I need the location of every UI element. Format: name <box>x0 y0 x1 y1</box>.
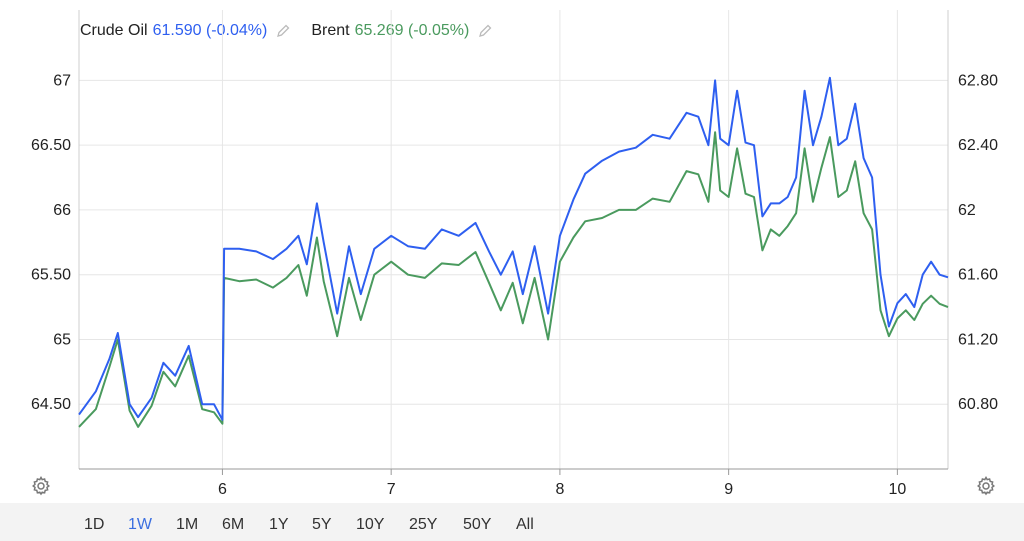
left-axis-settings-gear-icon[interactable] <box>31 475 51 496</box>
brent-series-line <box>78 131 949 428</box>
range-button-1m[interactable]: 1M <box>176 516 199 533</box>
series-lines <box>78 76 949 428</box>
legend-crude-value: 61.590 (-0.04%) <box>152 22 268 39</box>
right-axis-settings-gear-icon[interactable] <box>976 475 996 496</box>
y-left-tick-label: 65 <box>53 331 71 348</box>
y-right-tick-label: 61.20 <box>958 331 998 348</box>
legend-crude-name: Crude Oil <box>80 22 148 39</box>
range-button-25y[interactable]: 25Y <box>409 516 438 533</box>
x-tick-label: 7 <box>387 481 396 498</box>
range-button-1w[interactable]: 1W <box>128 516 152 533</box>
range-button-5y[interactable]: 5Y <box>312 516 332 533</box>
grid-lines <box>79 10 948 469</box>
range-button-50y[interactable]: 50Y <box>463 516 492 533</box>
crude-oil-series-line <box>78 76 949 421</box>
time-range-bar: 1D 1W 1M 6M 1Y 5Y 10Y 25Y 50Y All <box>0 503 1024 541</box>
legend-brent-value: 65.269 (-0.05%) <box>354 22 470 39</box>
range-button-all[interactable]: All <box>516 516 534 533</box>
y-left-tick-label: 64.50 <box>31 396 71 413</box>
x-tick-label: 8 <box>555 481 564 498</box>
y-right-tick-label: 62.80 <box>958 72 998 89</box>
range-button-10y[interactable]: 10Y <box>356 516 385 533</box>
x-tick-label: 9 <box>724 481 733 498</box>
x-tick-label: 10 <box>888 481 906 498</box>
range-button-1d[interactable]: 1D <box>84 516 105 533</box>
y-left-tick-label: 66.50 <box>31 137 71 154</box>
legend-brent-name: Brent <box>311 22 350 39</box>
y-left-tick-label: 65.50 <box>31 267 71 284</box>
y-right-tick-label: 62.40 <box>958 137 998 154</box>
edit-crude-pencil-icon[interactable] <box>275 23 291 39</box>
oil-price-chart[interactable]: 64.506565.506666.506760.8061.2061.606262… <box>0 0 1024 503</box>
y-right-tick-label: 60.80 <box>958 396 998 413</box>
chart-legend: Crude Oil 61.590 (-0.04%) Brent 65.269 (… <box>80 22 513 40</box>
y-right-tick-label: 61.60 <box>958 267 998 284</box>
x-tick-label: 6 <box>218 481 227 498</box>
y-left-tick-label: 67 <box>53 72 71 89</box>
range-button-1y[interactable]: 1Y <box>269 516 289 533</box>
y-left-tick-label: 66 <box>53 202 71 219</box>
axes: 64.506565.506666.506760.8061.2061.606262… <box>31 10 998 498</box>
edit-brent-pencil-icon[interactable] <box>477 23 493 39</box>
y-right-tick-label: 62 <box>958 202 976 219</box>
range-button-6m[interactable]: 6M <box>222 516 245 533</box>
